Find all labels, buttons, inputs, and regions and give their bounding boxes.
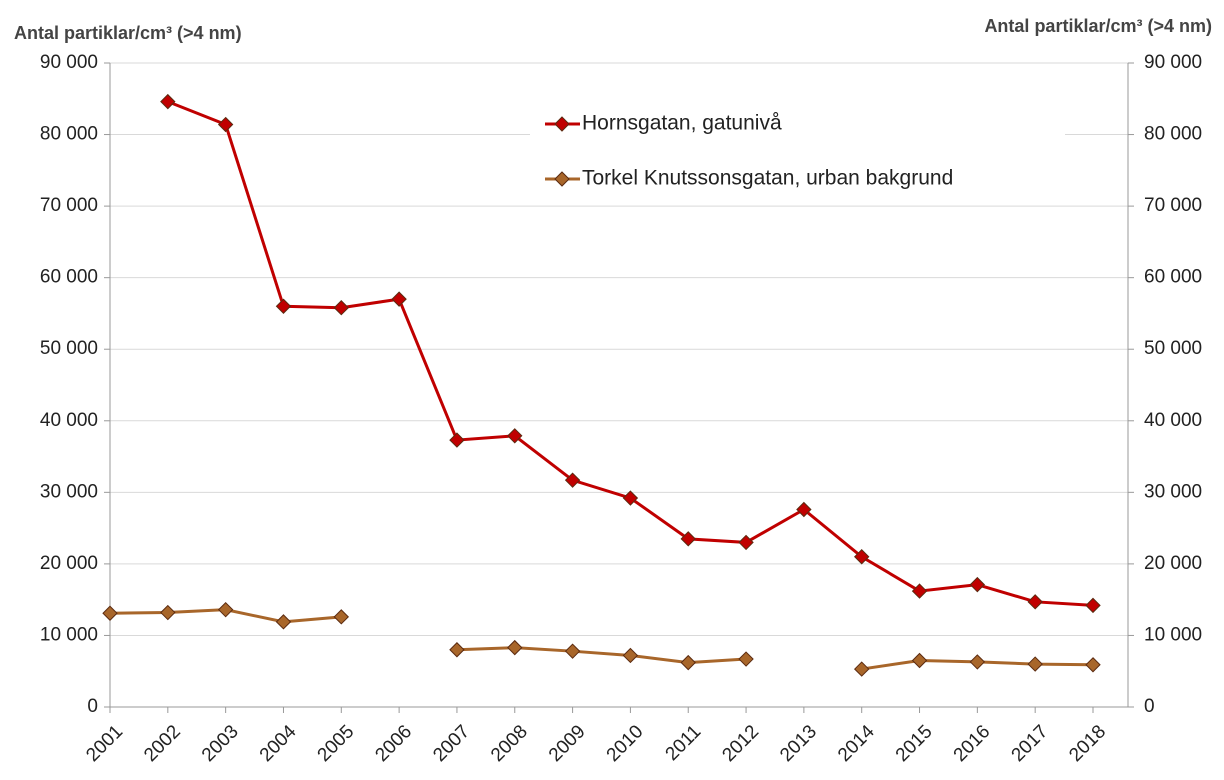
point-marker — [853, 661, 870, 677]
y2-tick-label: 60 000 — [1144, 267, 1202, 288]
point-marker — [217, 601, 234, 618]
x-tick-label: 2005 — [314, 721, 359, 766]
x-tick-label: 2010 — [603, 721, 648, 766]
x-tick-label: 2001 — [82, 721, 127, 766]
x-tick-label: 2009 — [545, 721, 590, 766]
point-marker — [1085, 657, 1101, 673]
point-marker — [622, 647, 639, 664]
x-tick-label: 2003 — [198, 721, 243, 766]
y2-tick-label: 20 000 — [1144, 553, 1202, 574]
x-tick-label: 2007 — [429, 721, 474, 766]
y2-tick-label: 80 000 — [1144, 124, 1202, 145]
x-tick-label: 2004 — [256, 721, 301, 766]
x-tick-label: 2002 — [140, 721, 185, 766]
point-marker — [449, 432, 465, 448]
y2-tick-label: 50 000 — [1144, 338, 1202, 359]
point-marker — [507, 428, 523, 444]
y-tick-label: 30 000 — [40, 481, 98, 502]
y-tick-label: 20 000 — [40, 553, 98, 574]
point-marker — [160, 604, 176, 621]
point-marker — [969, 576, 986, 593]
legend-marker — [554, 116, 570, 132]
y-tick-label: 70 000 — [40, 195, 98, 216]
point-marker — [1085, 597, 1101, 614]
x-tick-label: 2014 — [834, 721, 879, 766]
point-marker — [738, 651, 754, 667]
point-marker — [507, 639, 523, 656]
point-marker — [333, 300, 350, 316]
y-tick-label: 80 000 — [40, 124, 98, 145]
point-marker — [796, 501, 812, 518]
y-tick-label: 0 — [87, 696, 98, 717]
point-marker — [969, 654, 986, 670]
point-marker — [911, 652, 928, 669]
y2-tick-label: 90 000 — [1144, 52, 1202, 73]
y-axis-title: Antal partiklar/cm³ (>4 nm) — [14, 23, 242, 43]
point-marker — [564, 643, 581, 659]
y2-tick-label: 0 — [1144, 696, 1155, 717]
point-marker — [738, 534, 754, 551]
point-marker — [564, 472, 581, 488]
x-tick-label: 2017 — [1008, 721, 1053, 766]
point-marker — [680, 654, 696, 671]
x-tick-label: 2006 — [371, 721, 416, 766]
point-marker — [102, 605, 118, 621]
legend-label: Torkel Knutssonsgatan, urban bakgrund — [582, 167, 953, 190]
point-marker — [391, 291, 407, 307]
point-marker — [160, 93, 176, 110]
point-marker — [622, 490, 639, 506]
legend-marker — [554, 171, 570, 187]
x-tick-label: 2018 — [1065, 721, 1110, 766]
point-marker — [1027, 594, 1043, 610]
legend-box — [530, 100, 1065, 200]
y-tick-label: 50 000 — [40, 338, 98, 359]
y-tick-label: 40 000 — [40, 410, 98, 431]
series-line — [109, 608, 1094, 671]
point-marker — [911, 583, 928, 599]
x-tick-label: 2015 — [892, 721, 937, 766]
y2-tick-label: 70 000 — [1144, 195, 1202, 216]
point-marker — [853, 549, 870, 565]
x-tick-label: 2016 — [950, 721, 995, 766]
point-marker — [333, 609, 350, 625]
x-tick-label: 2008 — [487, 721, 532, 766]
legend-label: Hornsgatan, gatunivå — [582, 112, 782, 135]
point-marker — [680, 531, 696, 547]
y-tick-label: 90 000 — [40, 52, 98, 73]
x-tick-label: 2011 — [662, 721, 706, 765]
y2-tick-label: 10 000 — [1144, 624, 1202, 645]
point-marker — [449, 642, 465, 658]
y-tick-label: 60 000 — [40, 267, 98, 288]
point-marker — [1027, 656, 1043, 672]
y2-tick-label: 40 000 — [1144, 410, 1202, 431]
y2-axis-title: Antal partiklar/cm³ (>4 nm) — [984, 16, 1212, 36]
x-tick-label: 2012 — [718, 721, 763, 766]
point-marker — [217, 116, 234, 133]
point-marker — [275, 298, 292, 314]
point-marker — [275, 614, 292, 630]
x-tick-label: 2013 — [776, 721, 821, 766]
y2-tick-label: 30 000 — [1144, 481, 1202, 502]
y-tick-label: 10 000 — [40, 624, 98, 645]
